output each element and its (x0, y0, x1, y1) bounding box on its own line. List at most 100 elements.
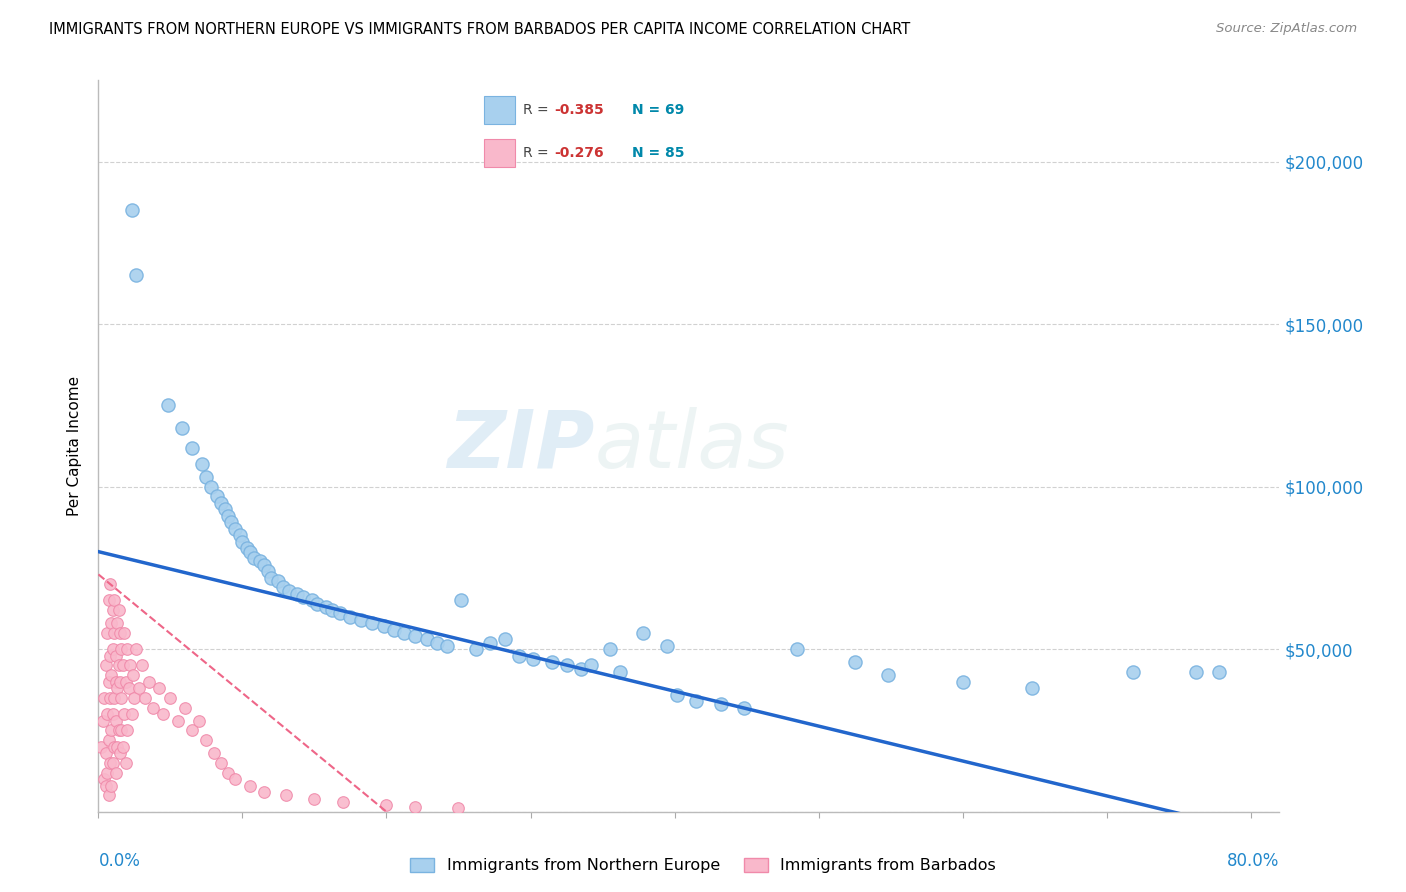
Point (101, 756, 124, 770)
Point (257, 564, 280, 578)
Point (103, 626, 125, 640)
Point (128, 681, 150, 696)
Point (103, 690, 125, 705)
Point (508, 648, 530, 663)
Point (98, 648, 121, 663)
Point (115, 642, 138, 657)
Point (236, 541, 259, 556)
Point (104, 674, 127, 689)
Point (274, 789, 297, 803)
Point (108, 746, 131, 760)
Point (110, 642, 132, 657)
Point (1185, 665, 1208, 679)
Point (464, 642, 486, 657)
Point (479, 635, 502, 649)
Point (188, 714, 211, 728)
Point (94, 746, 117, 760)
Point (304, 791, 326, 805)
Point (209, 756, 232, 770)
Point (114, 756, 136, 770)
Point (100, 779, 122, 793)
Point (107, 603, 129, 617)
Point (541, 655, 564, 669)
Y-axis label: Per Capita Income: Per Capita Income (67, 376, 83, 516)
Point (228, 528, 250, 542)
Point (224, 772, 246, 787)
Point (138, 674, 160, 689)
Point (209, 496, 232, 510)
Point (101, 603, 124, 617)
Point (285, 587, 308, 601)
Point (118, 681, 141, 696)
Point (522, 652, 544, 666)
Point (349, 613, 371, 627)
Point (115, 723, 138, 738)
Point (1122, 665, 1144, 679)
Point (685, 694, 707, 708)
Point (108, 626, 131, 640)
Point (120, 658, 142, 673)
Point (217, 765, 239, 780)
Point (181, 441, 204, 455)
Point (219, 516, 242, 530)
Point (101, 707, 124, 722)
Point (125, 642, 148, 657)
Text: 0.0%: 0.0% (98, 852, 141, 870)
Text: Source: ZipAtlas.com: Source: ZipAtlas.com (1216, 22, 1357, 36)
Point (426, 635, 449, 649)
Point (609, 665, 631, 679)
Point (249, 554, 271, 568)
Point (382, 623, 405, 637)
Point (339, 609, 361, 624)
Point (181, 723, 204, 738)
Point (173, 700, 195, 714)
Text: IMMIGRANTS FROM NORTHERN EUROPE VS IMMIGRANTS FROM BARBADOS PER CAPITA INCOME CO: IMMIGRANTS FROM NORTHERN EUROPE VS IMMIG… (49, 22, 911, 37)
Point (121, 707, 143, 722)
Point (97, 593, 120, 607)
Point (124, 690, 146, 705)
Point (191, 457, 214, 471)
Point (121, 203, 143, 218)
Point (373, 619, 395, 633)
Point (114, 674, 136, 689)
Point (148, 681, 170, 696)
Text: ZIP: ZIP (447, 407, 595, 485)
Point (97, 789, 120, 803)
Point (111, 739, 134, 754)
Point (103, 593, 125, 607)
Point (108, 674, 131, 689)
Point (243, 551, 266, 566)
Point (1208, 665, 1230, 679)
Point (569, 662, 592, 676)
Point (195, 470, 218, 484)
Point (579, 658, 602, 673)
Point (98, 756, 121, 770)
Point (733, 700, 755, 714)
Point (112, 626, 135, 640)
Point (332, 795, 354, 809)
Point (152, 707, 174, 722)
Point (599, 642, 621, 657)
Point (110, 723, 132, 738)
Point (231, 535, 253, 549)
Point (321, 603, 343, 617)
Point (239, 779, 262, 793)
Point (96, 707, 118, 722)
Point (271, 581, 294, 595)
Point (494, 632, 516, 647)
Point (631, 626, 654, 640)
Point (94, 779, 117, 793)
Point (202, 746, 225, 760)
Point (844, 655, 866, 669)
Point (200, 480, 222, 494)
Point (205, 489, 228, 503)
Point (253, 785, 276, 799)
Point (98, 690, 121, 705)
Point (100, 668, 122, 682)
Point (94, 658, 117, 673)
Point (166, 714, 188, 728)
Point (710, 698, 733, 712)
Point (97, 674, 120, 689)
Point (450, 593, 472, 607)
Point (131, 658, 153, 673)
